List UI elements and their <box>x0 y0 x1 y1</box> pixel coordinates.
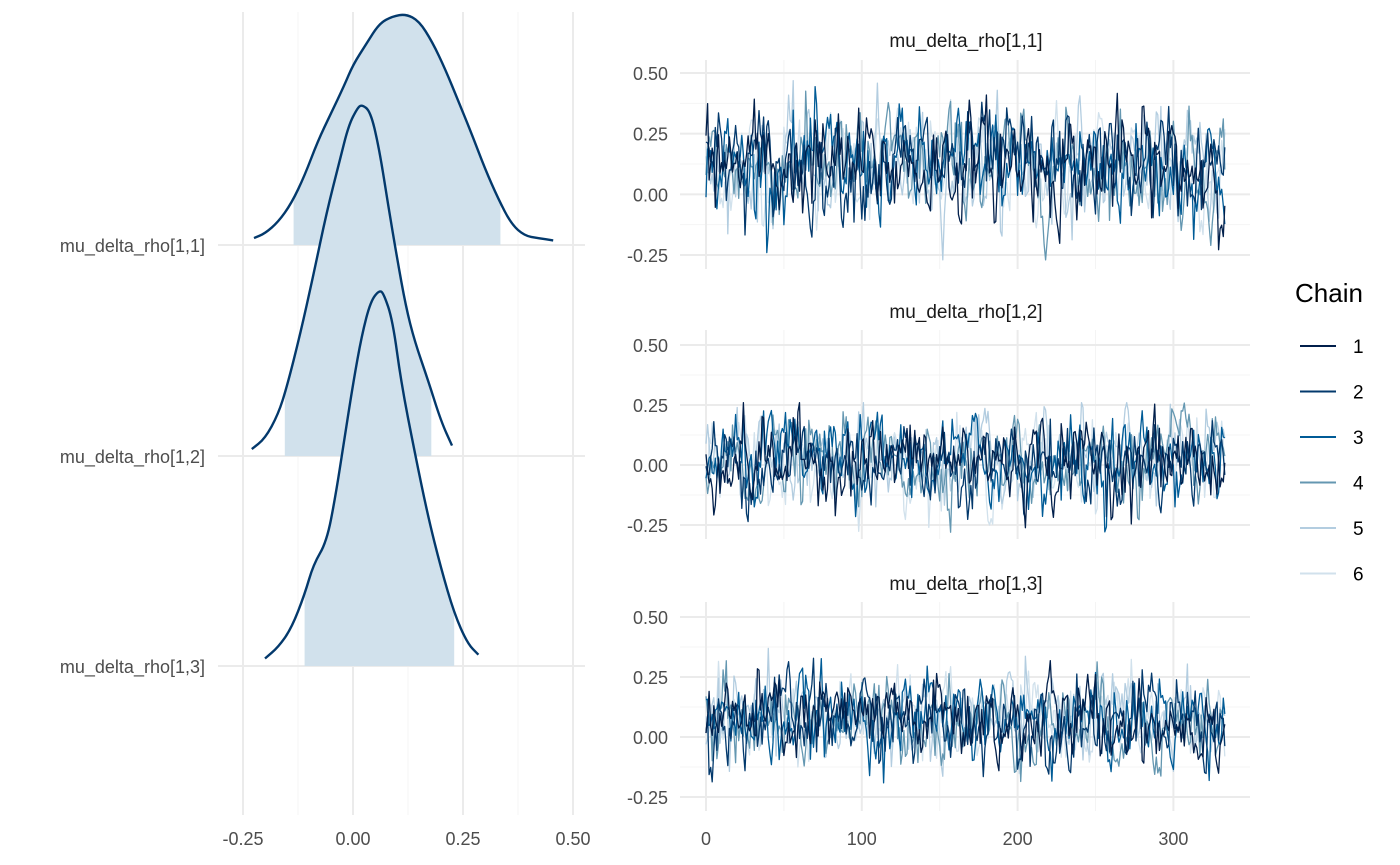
trace-lines-3 <box>705 647 1226 784</box>
trace-panel-3: mu_delta_rho[1,3] -0.25 0.00 0.25 0.50 <box>627 574 1250 811</box>
density-y-labels: mu_delta_rho[1,1] mu_delta_rho[1,2] mu_d… <box>60 236 205 678</box>
legend-entry-4: 4 <box>1300 474 1364 495</box>
trace-y-tick: -0.25 <box>627 788 668 808</box>
trace-y-tick: -0.25 <box>627 516 668 536</box>
trace-line-chain-1 <box>705 659 1226 774</box>
density-interval-area <box>304 290 455 666</box>
density-x-tick-3: 0.25 <box>445 829 480 849</box>
density-x-tick-labels: -0.25 0.00 0.25 0.50 <box>222 829 590 849</box>
density-x-tick-1: -0.25 <box>222 829 263 849</box>
trace-line-chain-1 <box>705 92 1226 251</box>
legend-label-2: 2 <box>1353 383 1364 404</box>
legend-entry-2: 2 <box>1300 383 1364 404</box>
trace-y-ticks-1: -0.25 0.00 0.25 0.50 <box>627 64 668 266</box>
trace-y-tick: -0.25 <box>627 246 668 266</box>
trace-x-tick-3: 200 <box>1003 829 1033 849</box>
density-y-label-1: mu_delta_rho[1,1] <box>60 236 205 257</box>
trace-x-tick-4: 300 <box>1158 829 1188 849</box>
trace-y-tick: 0.50 <box>633 336 668 356</box>
density-curve <box>251 104 454 450</box>
trace-panel-2: mu_delta_rho[1,2] -0.25 0.00 0.25 0.50 <box>627 302 1250 539</box>
trace-panel-title-2: mu_delta_rho[1,2] <box>889 302 1042 323</box>
trace-lines-1 <box>705 80 1226 261</box>
trace-lines-2 <box>705 401 1226 533</box>
trace-panel-title-1: mu_delta_rho[1,1] <box>889 31 1042 52</box>
density-panel: mu_delta_rho[1,1] mu_delta_rho[1,2] mu_d… <box>60 12 591 849</box>
legend-label-1: 1 <box>1353 337 1364 358</box>
trace-y-tick: 0.25 <box>633 668 668 688</box>
trace-line-chain-5 <box>705 401 1226 517</box>
trace-panels: mu_delta_rho[1,1] -0.25 0.00 0.25 0.50 m… <box>627 31 1250 849</box>
density-curve <box>253 13 554 242</box>
trace-y-ticks-3: -0.25 0.00 0.25 0.50 <box>627 608 668 808</box>
density-y-label-3: mu_delta_rho[1,3] <box>60 657 205 678</box>
density-x-tick-2: 0.00 <box>335 829 370 849</box>
density-curve <box>264 290 480 660</box>
legend-label-3: 3 <box>1353 428 1364 449</box>
trace-y-ticks-2: -0.25 0.00 0.25 0.50 <box>627 336 668 536</box>
trace-y-tick: 0.00 <box>633 456 668 476</box>
trace-panel-1: mu_delta_rho[1,1] -0.25 0.00 0.25 0.50 <box>627 31 1250 269</box>
trace-line-chain-1 <box>705 401 1226 529</box>
trace-y-tick: 0.50 <box>633 64 668 84</box>
trace-line-chain-2 <box>705 657 1226 783</box>
trace-y-tick: 0.00 <box>633 185 668 205</box>
legend-title: Chain <box>1295 278 1363 308</box>
trace-x-tick-2: 100 <box>847 829 877 849</box>
legend-entry-3: 3 <box>1300 428 1364 449</box>
trace-y-tick: 0.50 <box>633 608 668 628</box>
trace-y-tick: 0.25 <box>633 125 668 145</box>
trace-x-tick-labels: 0 100 200 300 <box>701 829 1188 849</box>
trace-line-chain-2 <box>705 101 1226 238</box>
legend: Chain 1 2 3 4 5 6 <box>1295 278 1364 586</box>
density-x-tick-4: 0.50 <box>555 829 590 849</box>
trace-y-tick: 0.00 <box>633 728 668 748</box>
density-y-label-2: mu_delta_rho[1,2] <box>60 447 205 468</box>
legend-entry-1: 1 <box>1300 337 1364 358</box>
legend-label-6: 6 <box>1353 565 1364 586</box>
trace-y-tick: 0.25 <box>633 396 668 416</box>
trace-panel-title-3: mu_delta_rho[1,3] <box>889 574 1042 595</box>
legend-label-4: 4 <box>1353 474 1364 495</box>
legend-entry-5: 5 <box>1300 519 1364 540</box>
density-ridges <box>251 13 554 666</box>
legend-entry-6: 6 <box>1300 565 1364 586</box>
legend-label-5: 5 <box>1353 519 1364 540</box>
trace-x-tick-1: 0 <box>701 829 711 849</box>
